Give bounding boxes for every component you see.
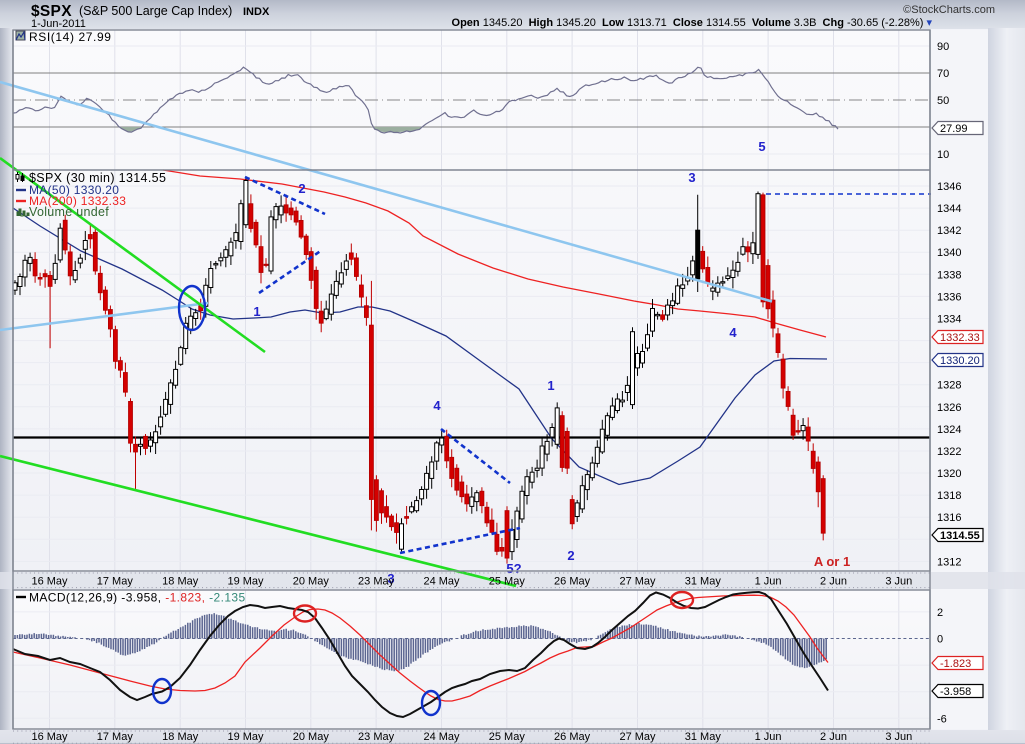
svg-text:1344: 1344 [937, 203, 961, 215]
svg-text:4: 4 [729, 325, 737, 340]
svg-text:0: 0 [937, 634, 943, 646]
svg-text:19 May: 19 May [227, 731, 264, 743]
svg-text:24 May: 24 May [423, 576, 460, 588]
svg-text:1318: 1318 [937, 490, 961, 502]
svg-text:27 May: 27 May [619, 576, 656, 588]
svg-text:INDX: INDX [243, 6, 270, 18]
svg-text:MACD(12,26,9) -3.958, -1.823,: MACD(12,26,9) -3.958, -1.823, -2.135 [29, 591, 246, 605]
svg-text:18 May: 18 May [162, 576, 199, 588]
svg-text:3: 3 [688, 170, 695, 185]
svg-text:24 May: 24 May [423, 731, 460, 743]
svg-text:3 Jun: 3 Jun [885, 731, 912, 743]
svg-text:2: 2 [937, 607, 943, 619]
svg-text:Open 1345.20 High 1345.20 Lo: Open 1345.20 High 1345.20 Low 1313.71 Cl… [452, 17, 933, 29]
svg-text:5?: 5? [506, 561, 521, 576]
svg-text:3: 3 [387, 571, 394, 586]
svg-text:1340: 1340 [937, 247, 961, 259]
svg-text:1314.55: 1314.55 [940, 530, 980, 542]
svg-text:1336: 1336 [937, 291, 961, 303]
svg-text:70: 70 [937, 68, 949, 80]
svg-text:50: 50 [937, 95, 949, 107]
svg-text:$SPX (30 min) 1314.55: $SPX (30 min) 1314.55 [29, 171, 166, 185]
svg-text:1316: 1316 [937, 512, 961, 524]
svg-text:20 May: 20 May [293, 731, 330, 743]
svg-text:1322: 1322 [937, 446, 961, 458]
svg-text:1338: 1338 [937, 269, 961, 281]
svg-text:MA(50) 1330.20: MA(50) 1330.20 [29, 183, 119, 197]
svg-text:1-Jun-2011: 1-Jun-2011 [31, 18, 86, 30]
svg-text:-6: -6 [937, 713, 947, 725]
svg-text:16 May: 16 May [31, 576, 68, 588]
svg-text:20 May: 20 May [293, 576, 330, 588]
svg-text:A or 1: A or 1 [814, 554, 850, 569]
svg-text:25 May: 25 May [489, 731, 526, 743]
svg-text:3 Jun: 3 Jun [885, 576, 912, 588]
svg-text:25 May: 25 May [489, 576, 526, 588]
svg-text:1: 1 [253, 304, 260, 319]
svg-text:1 Jun: 1 Jun [755, 731, 782, 743]
svg-text:1346: 1346 [937, 181, 961, 193]
svg-text:31 May: 31 May [685, 731, 722, 743]
svg-text:MA(200) 1332.33: MA(200) 1332.33 [29, 194, 126, 208]
svg-text:$SPX: $SPX [31, 3, 72, 20]
svg-text:17 May: 17 May [97, 731, 134, 743]
svg-text:1: 1 [547, 378, 554, 393]
svg-text:1330.20: 1330.20 [940, 355, 980, 367]
svg-text:2 Jun: 2 Jun [820, 576, 847, 588]
svg-text:5: 5 [758, 139, 765, 154]
svg-text:1320: 1320 [937, 468, 961, 480]
svg-text:1334: 1334 [937, 313, 961, 325]
svg-text:1 Jun: 1 Jun [755, 576, 782, 588]
svg-text:23 May: 23 May [358, 731, 395, 743]
svg-text:2: 2 [567, 548, 574, 563]
svg-text:1328: 1328 [937, 380, 961, 392]
svg-text:4: 4 [433, 398, 441, 413]
svg-text:26 May: 26 May [554, 576, 591, 588]
svg-text:Volume undef: Volume undef [29, 205, 109, 219]
svg-text:-1.823: -1.823 [940, 658, 971, 670]
svg-text:2: 2 [298, 181, 305, 196]
svg-text:19 May: 19 May [227, 576, 264, 588]
svg-text:10: 10 [937, 149, 949, 161]
svg-text:1326: 1326 [937, 402, 961, 414]
svg-text:1312: 1312 [937, 556, 961, 568]
svg-text:90: 90 [937, 41, 949, 53]
svg-text:-3.958: -3.958 [940, 686, 971, 698]
svg-text:1324: 1324 [937, 424, 961, 436]
svg-text:(S&P 500 Large Cap Index): (S&P 500 Large Cap Index) [79, 4, 232, 18]
svg-text:27 May: 27 May [619, 731, 656, 743]
svg-text:27.99: 27.99 [940, 123, 968, 135]
svg-text:2 Jun: 2 Jun [820, 731, 847, 743]
svg-text:17 May: 17 May [97, 576, 134, 588]
svg-text:1342: 1342 [937, 225, 961, 237]
svg-text:RSI(14) 27.99: RSI(14) 27.99 [29, 30, 112, 44]
svg-text:31 May: 31 May [685, 576, 722, 588]
svg-text:16 May: 16 May [31, 731, 68, 743]
svg-text:23 May: 23 May [358, 576, 395, 588]
svg-text:1332.33: 1332.33 [940, 332, 980, 344]
svg-text:26 May: 26 May [554, 731, 591, 743]
svg-text:18 May: 18 May [162, 731, 199, 743]
svg-text:©StockCharts.com: ©StockCharts.com [903, 4, 995, 16]
